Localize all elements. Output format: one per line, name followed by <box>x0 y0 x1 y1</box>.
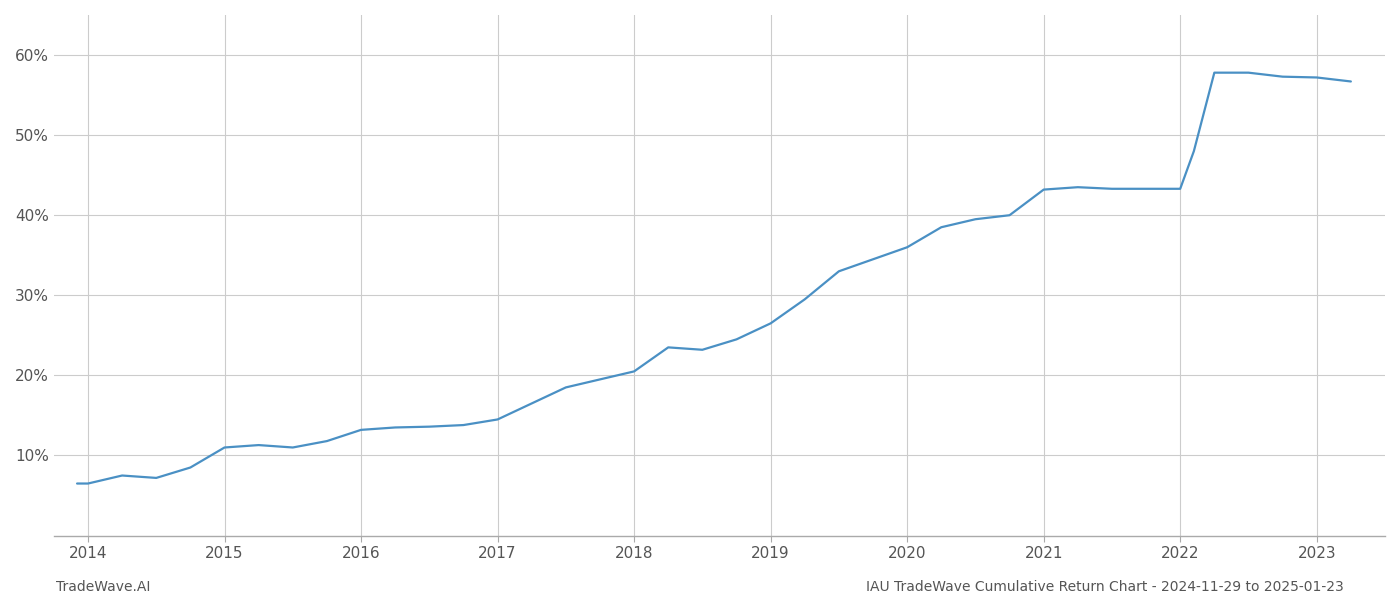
Text: IAU TradeWave Cumulative Return Chart - 2024-11-29 to 2025-01-23: IAU TradeWave Cumulative Return Chart - … <box>867 580 1344 594</box>
Text: TradeWave.AI: TradeWave.AI <box>56 580 150 594</box>
